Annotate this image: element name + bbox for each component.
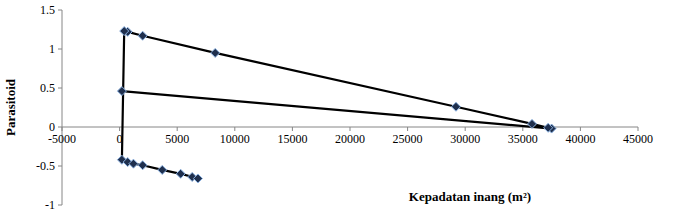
x-tick [234, 127, 235, 131]
data-point [158, 165, 167, 174]
chart-wrap: -1-0.500.511.5-5000050001000015000200002… [0, 0, 680, 216]
x-tick [292, 127, 293, 131]
y-tick-label: -1 [45, 198, 55, 212]
data-point [193, 174, 202, 183]
x-tick [350, 127, 351, 131]
x-tick-label: 40000 [565, 132, 595, 146]
data-point [138, 161, 147, 170]
y-tick [58, 10, 62, 11]
x-tick-label: 20000 [335, 132, 365, 146]
y-tick [58, 49, 62, 50]
data-point [211, 48, 220, 57]
y-tick-label: -0.5 [36, 159, 55, 173]
x-tick-label: 10000 [220, 132, 250, 146]
y-tick-label: 1.5 [40, 3, 55, 17]
y-tick [58, 127, 62, 128]
x-tick [119, 127, 120, 131]
y-tick-label: 1 [49, 42, 55, 56]
x-tick [407, 127, 408, 131]
data-point [528, 119, 537, 128]
x-tick-label: 45000 [623, 132, 653, 146]
x-tick [465, 127, 466, 131]
x-tick [62, 127, 63, 131]
y-axis-line [62, 10, 63, 205]
data-point [120, 27, 129, 36]
plot-data [117, 27, 556, 183]
x-tick [522, 127, 523, 131]
y-tick [58, 88, 62, 89]
x-axis-title: Kepadatan inang (m²) [409, 189, 531, 204]
data-point [129, 159, 138, 168]
data-line [122, 31, 552, 178]
y-tick-label: 0.5 [40, 81, 55, 95]
data-point [176, 169, 185, 178]
x-tick-label: 35000 [508, 132, 538, 146]
x-tick [638, 127, 639, 131]
x-tick-label: -5000 [48, 132, 76, 146]
x-tick [580, 127, 581, 131]
x-tick [177, 127, 178, 131]
x-tick-label: 25000 [393, 132, 423, 146]
data-point [138, 31, 147, 40]
data-point [544, 123, 553, 132]
data-point [451, 102, 460, 111]
x-tick-label: 15000 [277, 132, 307, 146]
y-axis-title: Parasitoid [3, 78, 18, 136]
x-tick-label: 30000 [450, 132, 480, 146]
x-tick-label: 5000 [165, 132, 189, 146]
chart: -1-0.500.511.5-5000050001000015000200002… [0, 0, 680, 216]
data-point [117, 87, 126, 96]
y-tick [58, 205, 62, 206]
y-tick [58, 166, 62, 167]
